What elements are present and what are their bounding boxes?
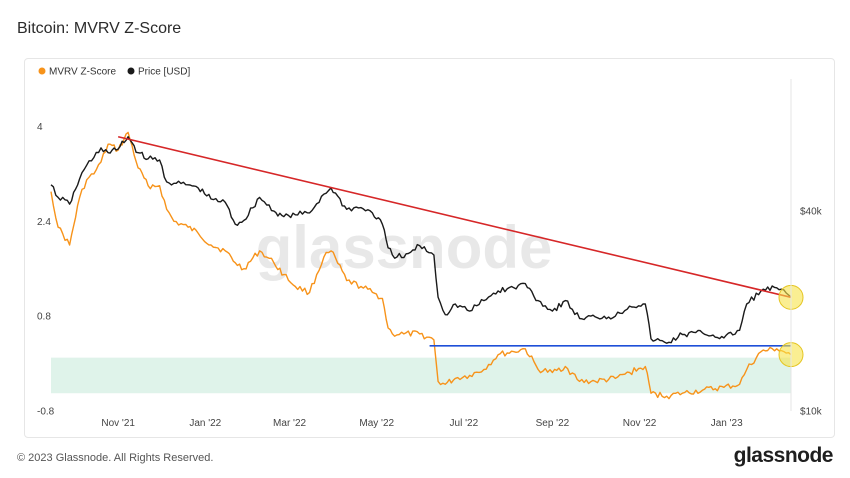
series-mvrv-line [50,131,792,400]
x-axis: Nov '21 Jan '22 Mar '22 May '22 Jul '22 Sep '… [101,418,743,429]
legend-marker-price [127,67,135,75]
x-tick-label: Nov '21 [101,418,135,429]
y-left-tick-label: 2.4 [37,217,51,228]
legend-marker-mvrv [38,67,46,75]
x-tick-label: Sep '22 [536,418,570,429]
undervalued-zone [51,357,791,394]
x-tick-label: Jan '22 [189,418,221,429]
left-y-axis: 4 2.4 0.8 -0.8 [37,122,55,418]
y-left-tick-label: 0.8 [37,312,51,323]
y-right-tick-label: $10k [800,407,823,418]
legend-label-mvrv[interactable]: MVRV Z-Score [49,67,116,78]
series-price-line [50,136,792,344]
y-right-tick-label: $40k [800,207,823,218]
y-left-tick-label: -0.8 [37,407,55,418]
trendline-red [117,135,792,299]
x-tick-label: Mar '22 [273,418,306,429]
glassnode-logo[interactable]: glassnode [733,444,834,467]
x-tick-label: May '22 [359,418,394,429]
legend-label-price[interactable]: Price [USD] [138,67,190,78]
x-tick-label: Nov '22 [623,418,657,429]
copyright-text: © 2023 Glassnode. All Rights Reserved. [17,452,214,464]
chart-panel: MVRV Z-Score Price [USD] glassnode 4 2.4 0… [24,58,835,438]
legend[interactable]: MVRV Z-Score Price [USD] [38,67,191,78]
watermark: glassnode [256,214,553,281]
chart-title: Bitcoin: MVRV Z-Score [17,20,182,37]
x-tick-label: Jan '23 [711,418,743,429]
right-y-axis: $40k $10k [800,207,823,418]
y-left-tick-label: 4 [37,122,43,133]
x-tick-label: Jul '22 [450,418,479,429]
mvrv-chart: MVRV Z-Score Price [USD] glassnode 4 2.4 0… [37,67,823,430]
